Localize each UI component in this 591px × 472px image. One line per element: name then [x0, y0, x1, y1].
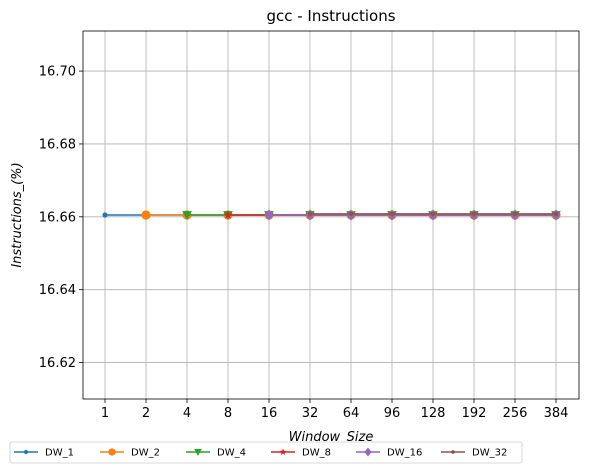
data-point-dw-32	[512, 211, 518, 217]
x-tick-label: 1	[101, 406, 109, 421]
legend-box	[9, 441, 523, 464]
x-axis-label: Window_Size	[289, 430, 374, 445]
legend-label-dw-1: DW_1	[45, 448, 74, 459]
data-point-dw-16	[264, 209, 274, 221]
x-tick-label: 32	[302, 406, 319, 421]
data-point-dw-32	[389, 211, 395, 217]
x-tick-label: 128	[421, 406, 446, 421]
data-point-dw-32	[348, 211, 354, 217]
legend-item-dw-4: DW_4	[186, 448, 246, 459]
y-axis-label: Instructions_(%)	[10, 162, 25, 267]
x-tick-label: 256	[503, 406, 528, 421]
data-point-dw-32	[553, 211, 559, 217]
x-tick-label: 8	[224, 406, 232, 421]
data-point-dw-32	[430, 211, 436, 217]
y-tick-label: 16.66	[39, 210, 76, 225]
legend-label-dw-8: DW_8	[302, 448, 331, 459]
legend-marker-dw-16	[364, 447, 372, 457]
data-point-dw-4	[182, 211, 192, 220]
legend-item-dw-8: DW_8	[271, 448, 331, 459]
y-tick-label: 16.64	[39, 283, 76, 298]
legend: DW_1 DW_2 DW_4 DW_8 DW_16 DW_32	[9, 441, 523, 464]
legend-label-dw-4: DW_4	[217, 448, 246, 459]
legend-marker-dw-4	[194, 448, 202, 456]
legend-item-dw-1: DW_1	[14, 448, 74, 459]
data-point-dw-2	[141, 210, 151, 220]
legend-label-dw-16: DW_16	[387, 448, 422, 459]
legend-item-dw-16: DW_16	[356, 448, 422, 459]
legend-marker-dw-8	[279, 448, 287, 455]
y-tick-label: 16.62	[39, 356, 76, 371]
legend-label-dw-32: DW_32	[472, 448, 507, 459]
x-tick-label: 96	[384, 406, 401, 421]
x-tick-label: 2	[142, 406, 150, 421]
y-tick-label: 16.70	[39, 65, 76, 80]
legend-item-dw-32: DW_32	[441, 448, 507, 459]
series-dw-32	[307, 211, 559, 217]
legend-marker-dw-2	[108, 448, 116, 456]
plot-frame	[82, 30, 580, 400]
y-axis-ticks: 16.62 16.64 16.66 16.68 16.70	[39, 65, 83, 371]
legend-label-dw-2: DW_2	[131, 448, 160, 459]
x-tick-label: 4	[183, 406, 191, 421]
x-tick-label: 64	[343, 406, 360, 421]
series-dw-16	[264, 209, 561, 221]
data-point-dw-32	[471, 211, 477, 217]
data-point-dw-32	[307, 211, 313, 217]
series-layer	[102, 209, 561, 221]
chart-title: gcc - Instructions	[266, 7, 395, 25]
data-point-dw-8	[223, 210, 233, 219]
x-tick-label: 16	[261, 406, 278, 421]
legend-item-dw-2: DW_2	[100, 448, 160, 459]
x-tick-label: 192	[462, 406, 487, 421]
data-point-dw-1	[102, 212, 108, 218]
legend-marker-dw-32	[451, 450, 455, 454]
y-tick-label: 16.68	[39, 137, 76, 152]
x-axis-ticks: 1 2 4 8 16 32 64 96 128 192 256 384	[101, 399, 569, 421]
legend-marker-dw-1	[23, 449, 29, 455]
x-tick-label: 384	[544, 406, 569, 421]
